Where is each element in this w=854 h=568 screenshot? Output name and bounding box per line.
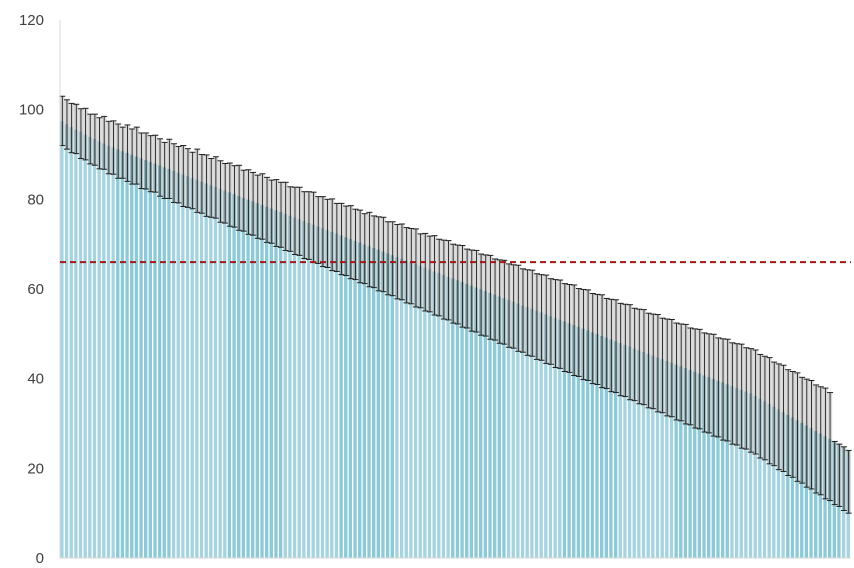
y-tick-label: 80 (27, 191, 44, 208)
bar (87, 136, 93, 559)
bar (408, 261, 414, 559)
bar (152, 163, 158, 559)
y-tick-label: 120 (19, 12, 44, 29)
bar (315, 225, 321, 559)
bar (190, 177, 195, 559)
bar (380, 251, 386, 559)
bar (306, 222, 311, 559)
bar (241, 197, 246, 559)
bar (73, 129, 79, 559)
bar (413, 263, 418, 559)
bar (338, 234, 344, 559)
bar (64, 123, 69, 559)
bar (301, 220, 307, 559)
bar (110, 147, 116, 559)
bar (199, 181, 204, 559)
bar (83, 134, 88, 559)
bar (259, 204, 265, 559)
y-tick-label: 0 (36, 550, 44, 567)
bar (185, 175, 190, 559)
bar (324, 229, 330, 559)
bar (171, 170, 176, 559)
bar (394, 256, 400, 559)
bar (231, 193, 237, 559)
y-tick-label: 100 (19, 102, 44, 119)
bar (404, 260, 409, 559)
bar (390, 254, 395, 559)
bar (208, 184, 213, 559)
bar (297, 218, 302, 559)
bar (385, 252, 390, 559)
bar (311, 224, 316, 559)
bar (320, 227, 325, 559)
bar (120, 150, 125, 559)
bar (213, 186, 218, 559)
bar (334, 233, 339, 559)
bar (115, 148, 120, 559)
bar (203, 182, 209, 559)
bar (427, 269, 432, 559)
bar (269, 208, 274, 559)
bar (180, 173, 186, 559)
bar (157, 165, 162, 559)
bar (92, 138, 97, 559)
bar (283, 213, 288, 559)
bar (255, 202, 260, 559)
bar (106, 145, 111, 559)
bar (343, 236, 348, 559)
bar (166, 168, 172, 559)
bar (162, 166, 167, 559)
bar (69, 126, 74, 559)
bar (138, 157, 144, 559)
bar (101, 143, 106, 559)
bar (59, 120, 65, 559)
bar (222, 190, 227, 559)
bar (236, 195, 241, 559)
bar (134, 156, 139, 559)
bar (348, 238, 353, 559)
bar (124, 152, 130, 559)
error-bars-group (59, 95, 852, 514)
bar (418, 265, 423, 559)
bar (217, 188, 223, 559)
bar (287, 215, 293, 559)
bar (250, 200, 255, 559)
bar (329, 231, 334, 559)
bar (129, 154, 134, 559)
bar (278, 211, 283, 559)
bar (357, 242, 362, 559)
bar (264, 206, 269, 559)
bar (399, 258, 404, 559)
bar (371, 247, 376, 559)
bar (227, 191, 232, 559)
bar (194, 179, 200, 559)
y-axis: 0 20 40 60 80 100 120 (19, 12, 851, 567)
bar (366, 245, 372, 559)
bar (245, 199, 251, 559)
bar (376, 249, 381, 559)
bar (96, 140, 102, 559)
bar (292, 217, 297, 559)
bar (148, 161, 153, 559)
bar (176, 172, 181, 559)
bar (78, 131, 83, 559)
bar (352, 240, 358, 559)
y-tick-label: 40 (27, 371, 44, 388)
bar (143, 159, 148, 559)
y-tick-label: 20 (27, 460, 44, 477)
bar (362, 243, 367, 559)
y-tick-label: 60 (27, 281, 44, 298)
